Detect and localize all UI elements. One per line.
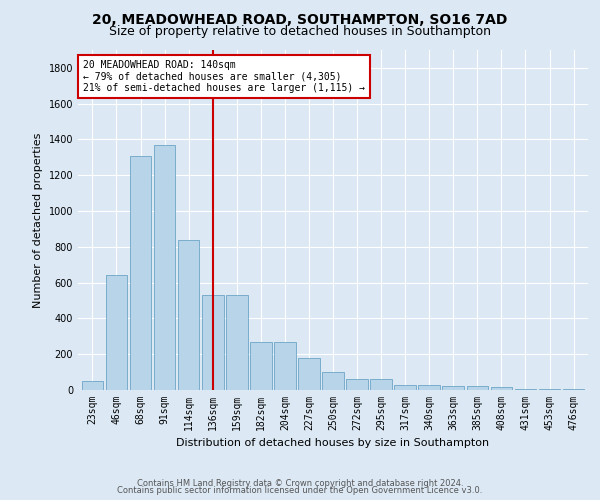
Bar [491,388,512,390]
Bar [154,145,175,390]
Text: Size of property relative to detached houses in Southampton: Size of property relative to detached ho… [109,25,491,38]
Bar [467,386,488,390]
Bar [442,386,464,390]
Bar [418,384,440,390]
Bar [298,358,320,390]
Bar [394,384,416,390]
Bar [322,372,344,390]
Bar [226,295,248,390]
Text: 20 MEADOWHEAD ROAD: 140sqm
← 79% of detached houses are smaller (4,305)
21% of s: 20 MEADOWHEAD ROAD: 140sqm ← 79% of deta… [83,60,365,94]
Bar [515,389,536,390]
Bar [130,156,151,390]
Bar [202,295,224,390]
Bar [370,380,392,390]
Bar [82,381,103,390]
Bar [106,276,127,390]
Y-axis label: Number of detached properties: Number of detached properties [33,132,43,308]
Bar [563,389,584,390]
Bar [346,380,368,390]
Bar [539,389,560,390]
Text: Contains HM Land Registry data © Crown copyright and database right 2024.: Contains HM Land Registry data © Crown c… [137,478,463,488]
Text: 20, MEADOWHEAD ROAD, SOUTHAMPTON, SO16 7AD: 20, MEADOWHEAD ROAD, SOUTHAMPTON, SO16 7… [92,12,508,26]
X-axis label: Distribution of detached houses by size in Southampton: Distribution of detached houses by size … [176,438,490,448]
Bar [178,240,199,390]
Text: Contains public sector information licensed under the Open Government Licence v3: Contains public sector information licen… [118,486,482,495]
Bar [250,342,272,390]
Bar [274,342,296,390]
